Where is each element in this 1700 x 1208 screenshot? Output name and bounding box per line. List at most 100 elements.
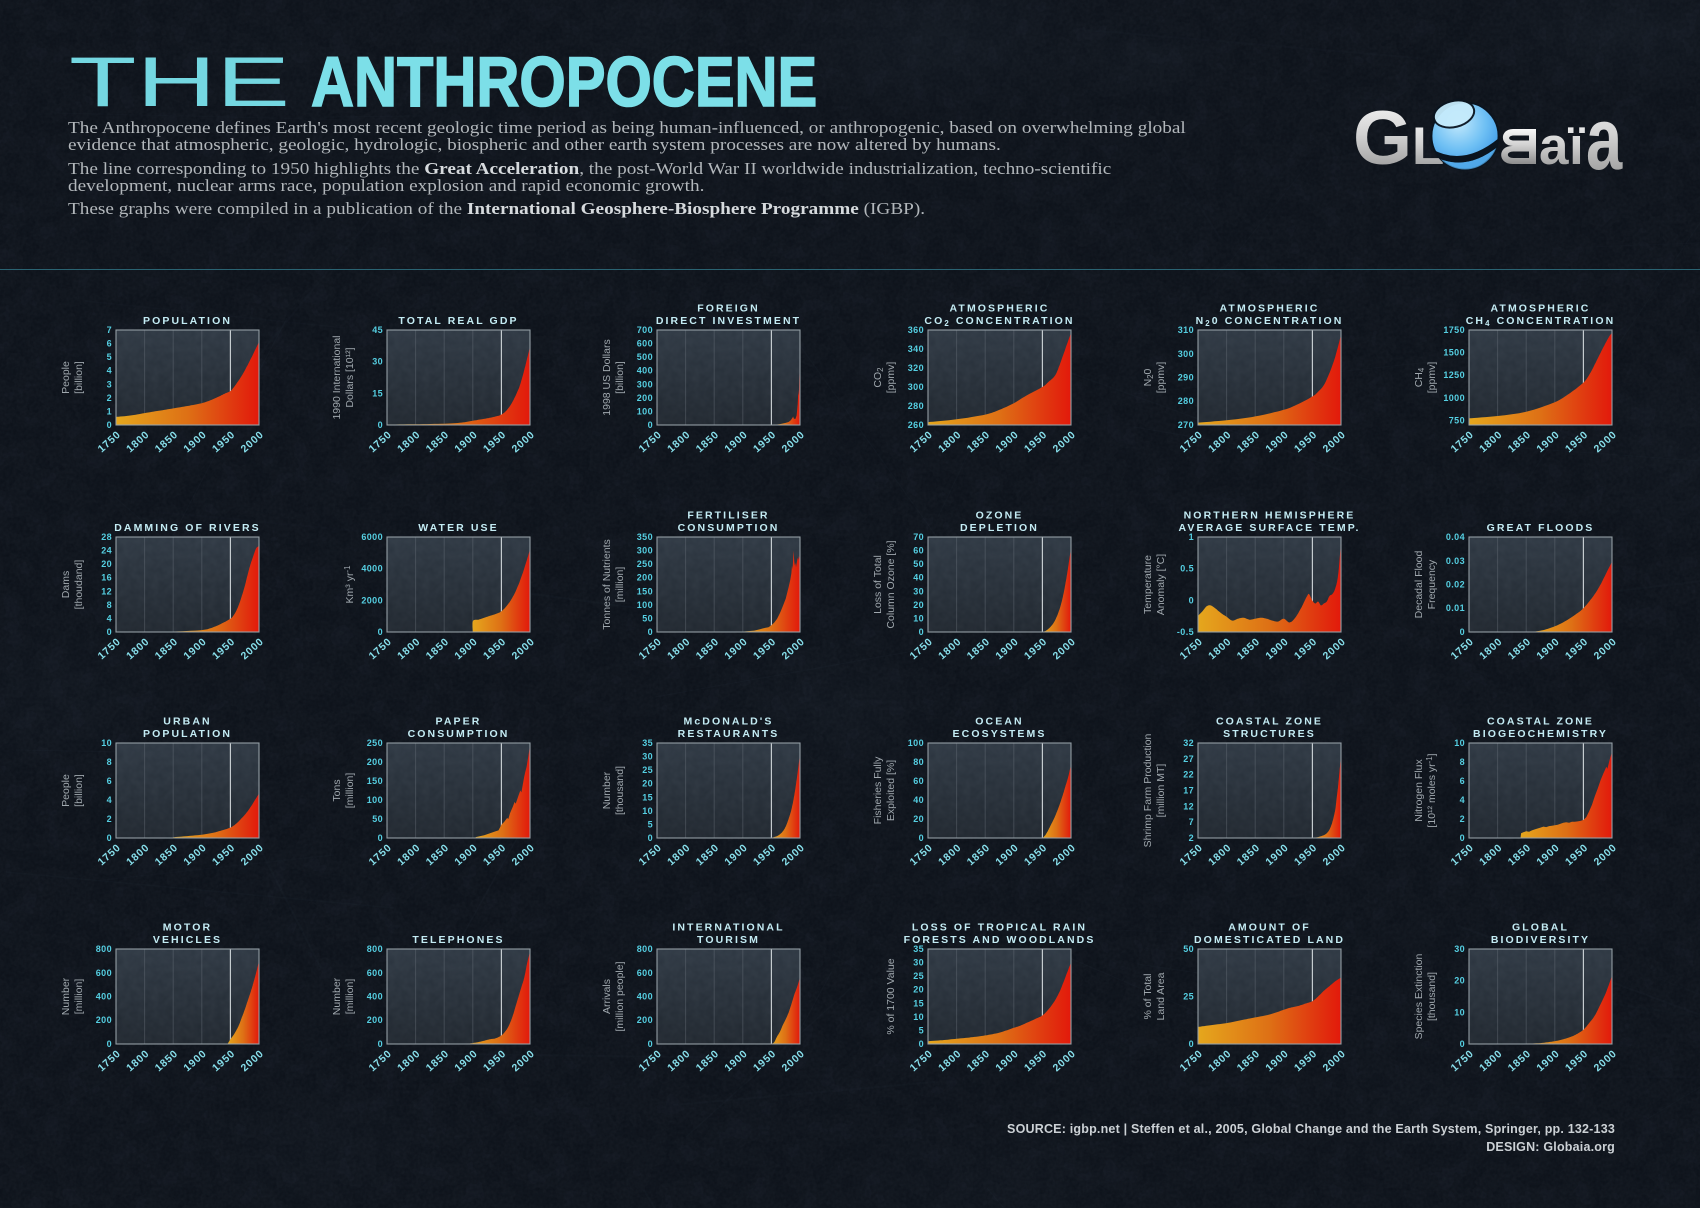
svg-text:Tons: Tons xyxy=(331,779,343,801)
svg-text:0.03: 0.03 xyxy=(1445,556,1464,566)
svg-text:1750: 1750 xyxy=(637,842,665,869)
svg-text:8: 8 xyxy=(1459,757,1464,767)
svg-text:400: 400 xyxy=(637,992,653,1002)
svg-text:FERTILISER: FERTILISER xyxy=(687,510,769,522)
svg-text:2000: 2000 xyxy=(1050,1048,1078,1075)
svg-text:1850: 1850 xyxy=(694,636,722,663)
svg-text:1750: 1750 xyxy=(96,429,124,456)
svg-text:600: 600 xyxy=(637,339,653,349)
svg-text:1800: 1800 xyxy=(665,636,693,663)
svg-text:0: 0 xyxy=(648,833,653,843)
svg-text:COASTAL ZONE: COASTAL ZONE xyxy=(1486,716,1593,728)
svg-text:1950: 1950 xyxy=(480,636,508,663)
svg-text:[thousand]: [thousand] xyxy=(1426,972,1438,1021)
svg-text:COASTAL ZONE: COASTAL ZONE xyxy=(1216,716,1323,728)
svg-text:GLOBAL: GLOBAL xyxy=(1512,922,1569,934)
svg-text:1900: 1900 xyxy=(722,842,750,869)
svg-text:[million]: [million] xyxy=(344,773,356,809)
svg-text:[billion]: [billion] xyxy=(73,361,85,394)
svg-text:400: 400 xyxy=(366,992,382,1002)
svg-text:300: 300 xyxy=(637,379,653,389)
svg-text:AMOUNT OF: AMOUNT OF xyxy=(1228,922,1310,934)
svg-text:DIRECT INVESTMENT: DIRECT INVESTMENT xyxy=(656,315,801,327)
svg-text:a: a xyxy=(1586,91,1623,180)
svg-text:1900: 1900 xyxy=(452,429,480,456)
svg-text:1950: 1950 xyxy=(1021,1048,1049,1075)
svg-text:1950: 1950 xyxy=(480,1048,508,1075)
svg-text:MOTOR: MOTOR xyxy=(163,922,212,934)
svg-text:1950: 1950 xyxy=(1292,429,1320,456)
svg-text:800: 800 xyxy=(96,944,112,954)
svg-text:10: 10 xyxy=(913,1012,924,1022)
svg-text:40: 40 xyxy=(913,795,924,805)
svg-text:Dams: Dams xyxy=(60,571,72,598)
svg-text:25: 25 xyxy=(642,765,653,775)
svg-text:2000: 2000 xyxy=(1050,842,1078,869)
svg-text:1800: 1800 xyxy=(1477,636,1505,663)
svg-text:1800: 1800 xyxy=(1206,429,1234,456)
svg-text:2000: 2000 xyxy=(1591,842,1619,869)
svg-text:1800: 1800 xyxy=(395,842,423,869)
svg-text:1800: 1800 xyxy=(936,429,964,456)
svg-text:20: 20 xyxy=(913,814,924,824)
svg-text:1850: 1850 xyxy=(694,429,722,456)
svg-text:6: 6 xyxy=(1459,776,1464,786)
svg-text:2000: 2000 xyxy=(509,429,537,456)
svg-text:2000: 2000 xyxy=(1050,429,1078,456)
svg-text:Number: Number xyxy=(331,977,343,1015)
svg-text:280: 280 xyxy=(1178,396,1194,406)
svg-text:1900: 1900 xyxy=(1534,842,1562,869)
svg-text:1900: 1900 xyxy=(993,636,1021,663)
svg-text:Frequency: Frequency xyxy=(1426,559,1438,609)
svg-text:0: 0 xyxy=(1459,627,1464,637)
svg-text:1900: 1900 xyxy=(993,429,1021,456)
svg-text:1750: 1750 xyxy=(96,1048,124,1075)
svg-text:1950: 1950 xyxy=(751,636,779,663)
svg-text:6000: 6000 xyxy=(361,532,383,542)
svg-text:1850: 1850 xyxy=(1235,842,1263,869)
svg-text:0: 0 xyxy=(377,627,382,637)
svg-text:1950: 1950 xyxy=(480,842,508,869)
svg-text:0: 0 xyxy=(1189,1039,1194,1049)
svg-text:600: 600 xyxy=(366,968,382,978)
svg-text:[ppmv]: [ppmv] xyxy=(885,362,897,394)
svg-text:ECOSYSTEMS: ECOSYSTEMS xyxy=(952,728,1046,740)
svg-text:Land Area: Land Area xyxy=(1155,972,1167,1020)
svg-text:VEHICLES: VEHICLES xyxy=(153,934,222,946)
svg-text:N20 CONCENTRATION: N20 CONCENTRATION xyxy=(1196,315,1344,328)
svg-text:1900: 1900 xyxy=(181,842,209,869)
svg-text:300: 300 xyxy=(637,546,653,556)
svg-text:0: 0 xyxy=(107,627,112,637)
svg-text:50: 50 xyxy=(913,559,924,569)
svg-text:20: 20 xyxy=(1454,976,1465,986)
svg-text:50: 50 xyxy=(642,613,653,623)
svg-text:1850: 1850 xyxy=(423,636,451,663)
svg-text:2000: 2000 xyxy=(509,842,537,869)
svg-text:6: 6 xyxy=(107,339,112,349)
svg-text:Tonnes of Nutrients: Tonnes of Nutrients xyxy=(601,539,613,629)
svg-text:15: 15 xyxy=(642,792,653,802)
svg-text:1800: 1800 xyxy=(124,636,152,663)
svg-text:1900: 1900 xyxy=(181,1048,209,1075)
svg-text:Shrimp Farm Production: Shrimp Farm Production xyxy=(1142,733,1154,847)
svg-text:1750: 1750 xyxy=(96,842,124,869)
svg-text:20: 20 xyxy=(913,600,924,610)
svg-text:1800: 1800 xyxy=(395,636,423,663)
svg-text:340: 340 xyxy=(907,344,923,354)
svg-text:250: 250 xyxy=(366,738,382,748)
svg-text:10: 10 xyxy=(1454,1007,1465,1017)
svg-text:1800: 1800 xyxy=(1206,636,1234,663)
svg-text:200: 200 xyxy=(637,1015,653,1025)
svg-text:22: 22 xyxy=(1183,770,1194,780)
svg-text:150: 150 xyxy=(637,586,653,596)
svg-text:1900: 1900 xyxy=(1534,636,1562,663)
svg-text:RESTAURANTS: RESTAURANTS xyxy=(678,728,780,740)
svg-text:1990 International: 1990 International xyxy=(331,335,343,419)
svg-text:25: 25 xyxy=(913,971,924,981)
svg-text:CONSUMPTION: CONSUMPTION xyxy=(407,728,509,740)
svg-text:4000: 4000 xyxy=(361,564,383,574)
svg-text:10: 10 xyxy=(101,738,112,748)
svg-text:50: 50 xyxy=(372,814,383,824)
svg-text:2000: 2000 xyxy=(239,636,267,663)
svg-text:1800: 1800 xyxy=(936,1048,964,1075)
